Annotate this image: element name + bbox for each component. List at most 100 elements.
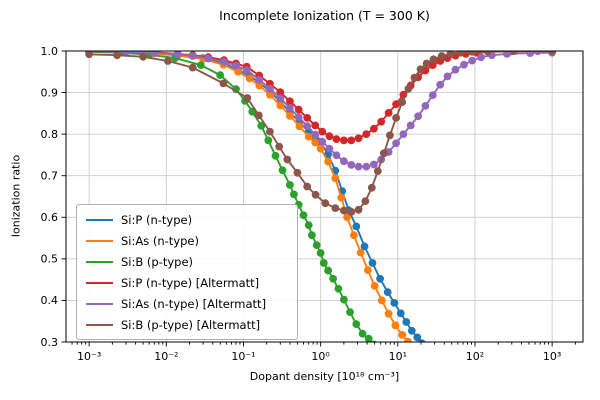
data-point-marker (347, 136, 356, 145)
data-point-marker (428, 91, 437, 99)
data-point-marker (362, 130, 371, 139)
data-point-marker (311, 190, 320, 199)
data-point-marker (242, 66, 251, 74)
tick-labels: 10⁻³ 10⁻² 10⁻¹ 10⁰ 10¹ 10² 10³ 0.3 0.4 0.5 0.6 0.7 0… (41, 45, 562, 363)
data-point-marker (413, 333, 422, 342)
data-point-marker (477, 53, 485, 62)
legend-label: Si:P (n-type) [Altermatt] (121, 275, 260, 290)
data-point-marker (364, 266, 372, 274)
data-point-marker (332, 151, 341, 160)
y-axis-label: Ionization ratio (9, 154, 23, 238)
data-point-marker (386, 131, 394, 140)
data-point-marker (437, 52, 446, 60)
data-point-marker (264, 136, 273, 145)
data-point-marker (266, 90, 274, 99)
data-point-marker (308, 231, 316, 240)
legend-entry-si-b-p-type: Si:B (p-type) (86, 251, 288, 272)
x-tick-label: 10⁻² (154, 350, 178, 363)
data-point-marker (503, 51, 511, 58)
data-point-marker (343, 213, 351, 222)
data-point-marker (276, 94, 285, 102)
data-point-marker (294, 105, 303, 114)
data-point-marker (266, 84, 274, 93)
data-point-marker (368, 259, 377, 267)
data-point-marker (319, 259, 328, 267)
data-point-marker (404, 337, 412, 342)
data-point-marker (257, 121, 266, 130)
data-point-marker (460, 60, 468, 69)
data-point-marker (286, 112, 294, 120)
data-point-marker (367, 183, 376, 192)
y-tick-label: 0.9 (41, 86, 59, 99)
data-point-marker (295, 122, 304, 131)
legend-label: Si:B (p-type) [Altermatt] (121, 317, 261, 332)
data-point-marker (255, 81, 264, 90)
data-point-marker (216, 71, 225, 79)
data-point-marker (303, 122, 312, 131)
series-si-b-p-type-altermatt (85, 51, 556, 216)
data-point-marker (294, 113, 303, 121)
data-point-marker (321, 199, 330, 208)
data-point-marker (311, 130, 320, 139)
data-point-marker (243, 94, 252, 102)
legend-entry-si-p-n-type: Si:P (n-type) (86, 209, 288, 230)
data-point-marker (276, 101, 285, 110)
data-point-marker (299, 211, 308, 220)
legend-label: Si:As (n-type) (121, 233, 199, 248)
data-point-marker (188, 52, 197, 60)
legend-swatch (86, 260, 113, 263)
data-point-marker (304, 221, 313, 230)
data-point-marker (331, 204, 340, 213)
data-point-marker (311, 121, 320, 130)
data-point-marker (278, 166, 287, 175)
data-point-marker (384, 309, 393, 318)
data-point-marker (337, 193, 346, 202)
data-point-marker (402, 318, 411, 326)
data-point-marker (245, 74, 254, 83)
data-point-marker (361, 197, 370, 206)
data-point-marker (254, 111, 263, 120)
data-point-marker (370, 160, 378, 169)
data-point-marker (456, 51, 465, 57)
data-point-marker (304, 132, 313, 141)
data-point-marker (510, 51, 518, 55)
data-point-marker (340, 206, 348, 215)
data-point-marker (406, 121, 415, 130)
data-point-marker (399, 130, 408, 139)
data-point-marker (113, 51, 121, 60)
y-tick-label: 0.4 (41, 294, 59, 307)
legend-label: Si:P (n-type) (121, 212, 193, 227)
data-point-marker (391, 321, 400, 330)
data-point-marker (318, 127, 327, 136)
data-point-marker (346, 308, 354, 316)
data-point-marker (303, 182, 312, 191)
chart-title: Incomplete Ionization (T = 300 K) (219, 8, 430, 23)
legend-swatch (86, 323, 113, 326)
data-point-marker (122, 51, 130, 56)
data-point-marker (404, 84, 413, 93)
data-point-marker (150, 51, 159, 57)
data-point-marker (377, 117, 386, 126)
data-point-marker (390, 299, 399, 307)
legend: Si:P (n-type) Si:As (n-type) Si:B (p-type)… (76, 204, 298, 340)
data-point-marker (418, 339, 426, 342)
x-tick-label: 10⁻³ (77, 350, 101, 363)
x-tick-label: 10⁰ (311, 350, 330, 363)
data-point-marker (266, 127, 274, 136)
data-point-marker (311, 138, 320, 147)
data-point-marker (392, 139, 400, 148)
legend-entry-si-b-p-type-altermatt: Si:B (p-type) [Altermatt] (86, 314, 288, 335)
data-point-marker (316, 249, 325, 257)
data-point-marker (204, 54, 213, 63)
data-point-marker (303, 114, 312, 122)
data-point-marker (318, 137, 327, 146)
data-point-marker (293, 168, 302, 177)
data-point-marker (255, 75, 264, 84)
data-point-marker (350, 231, 358, 240)
data-point-marker (286, 181, 294, 189)
data-point-marker (139, 52, 148, 61)
data-point-marker (332, 135, 341, 144)
data-point-marker (286, 97, 294, 106)
